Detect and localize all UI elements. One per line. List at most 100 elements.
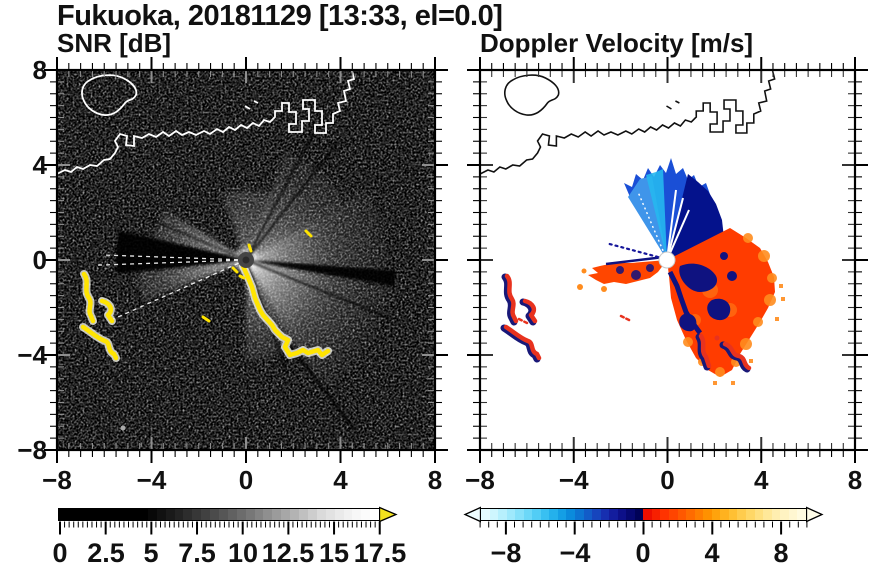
colorbar-cell xyxy=(103,509,113,520)
colorbar-tick-label: 17.5 xyxy=(353,538,407,568)
colorbar-cell xyxy=(592,509,601,520)
x-tick-label: −4 xyxy=(136,465,167,495)
colorbar-cell xyxy=(67,509,77,520)
colorbar-cell xyxy=(643,509,652,520)
y-tick-label: −4 xyxy=(17,340,47,370)
colorbar-cell xyxy=(609,509,618,520)
colorbar-cell xyxy=(754,509,764,520)
colorbar-cell xyxy=(307,509,317,520)
x-tick-label: 4 xyxy=(754,465,769,495)
colorbar-cell xyxy=(617,509,627,520)
colorbar-cell xyxy=(281,509,291,520)
x-tick-label: 0 xyxy=(660,465,675,495)
colorbar-cell xyxy=(121,509,131,520)
colorbar-tick-label: −4 xyxy=(559,538,591,568)
snr-radar-center-core xyxy=(242,256,250,264)
colorbar-cell xyxy=(352,509,362,520)
colorbar-cell xyxy=(703,509,712,520)
colorbar-cell xyxy=(626,509,635,520)
colorbar-cell xyxy=(660,509,670,520)
colorbar-cell xyxy=(481,509,490,520)
colorbar-cell xyxy=(566,509,576,520)
colorbar-cell xyxy=(219,509,228,520)
doppler-colorbar xyxy=(480,508,807,521)
y-tick-label: 0 xyxy=(32,245,47,275)
colorbar-cell xyxy=(788,509,798,520)
colorbar-cell xyxy=(686,509,695,520)
colorbar-cell xyxy=(165,509,175,520)
colorbar-cell xyxy=(720,509,729,520)
colorbar-cell xyxy=(192,509,202,520)
snr-colorbar xyxy=(58,508,380,521)
colorbar-cell xyxy=(575,509,584,520)
colorbar-cell xyxy=(797,509,806,520)
colorbar-tick-label: 8 xyxy=(773,538,789,568)
colorbar-cell xyxy=(557,509,567,520)
colorbar-cell xyxy=(201,509,211,520)
colorbar-cell xyxy=(489,509,499,520)
colorbar-tick-label: 4 xyxy=(704,538,720,568)
colorbar-cell xyxy=(634,509,644,520)
doppler-ppi-image xyxy=(480,70,855,450)
colorbar-cell xyxy=(361,509,371,520)
x-tick-label: 8 xyxy=(847,465,863,495)
colorbar-cell xyxy=(669,509,678,520)
colorbar-tick-label: 0 xyxy=(635,538,651,568)
snr-colorbar-overflow-arrow xyxy=(379,506,398,523)
colorbar-cell xyxy=(236,509,246,520)
colorbar-cell xyxy=(737,509,746,520)
colorbar-cell xyxy=(583,509,593,520)
colorbar-cell xyxy=(515,509,524,520)
colorbar-cell xyxy=(174,509,184,520)
snr-ppi-image xyxy=(57,70,435,450)
colorbar-cell xyxy=(771,509,781,520)
colorbar-cell xyxy=(210,509,220,520)
colorbar-cell xyxy=(316,509,326,520)
colorbar-cell xyxy=(156,509,166,520)
colorbar-cell xyxy=(728,509,738,520)
x-tick-label: 4 xyxy=(333,465,348,495)
colorbar-cell xyxy=(498,509,507,520)
x-tick-label: 8 xyxy=(427,465,443,495)
doppler-colorbar-overflow-arrow xyxy=(806,506,824,523)
colorbar-cell xyxy=(651,509,661,520)
colorbar-cell xyxy=(506,509,516,520)
colorbar-cell xyxy=(85,509,95,520)
colorbar-tick-label: −8 xyxy=(490,538,522,568)
figure-title: Fukuoka, 20181129 [13:33, el=0.0] xyxy=(57,0,503,32)
colorbar-cell xyxy=(780,509,789,520)
colorbar-cell xyxy=(763,509,772,520)
colorbar-cell xyxy=(76,509,86,520)
colorbar-cell xyxy=(272,509,282,520)
colorbar-cell xyxy=(139,509,148,520)
x-tick-label: −8 xyxy=(42,465,72,495)
colorbar-cell xyxy=(343,509,353,520)
colorbar-cell xyxy=(334,509,344,520)
x-tick-label: −8 xyxy=(465,465,495,495)
y-tick-label: 4 xyxy=(32,150,47,180)
colorbar-cell xyxy=(290,509,300,520)
colorbar-cell xyxy=(694,509,704,520)
colorbar-tick-label: 2.5 xyxy=(87,538,125,568)
colorbar-tick-label: 5 xyxy=(143,538,159,568)
colorbar-cell xyxy=(540,509,550,520)
doppler-colorbar-underflow-arrow xyxy=(463,506,481,523)
colorbar-cell xyxy=(227,509,237,520)
colorbar-tick-label: 0 xyxy=(52,538,68,568)
colorbar-cell xyxy=(263,509,273,520)
colorbar-cell xyxy=(600,509,610,520)
colorbar-cell xyxy=(677,509,687,520)
colorbar-cell xyxy=(112,509,122,520)
colorbar-cell xyxy=(147,509,157,520)
colorbar-cell xyxy=(549,509,558,520)
colorbar-cell xyxy=(325,509,335,520)
colorbar-cell xyxy=(745,509,755,520)
colorbar-cell xyxy=(299,509,308,520)
colorbar-cell xyxy=(245,509,255,520)
colorbar-cell xyxy=(711,509,721,520)
y-tick-label: 8 xyxy=(32,55,47,85)
x-tick-label: −4 xyxy=(558,465,589,495)
x-tick-label: 0 xyxy=(238,465,254,495)
colorbar-tick-label: 7.5 xyxy=(178,538,216,568)
